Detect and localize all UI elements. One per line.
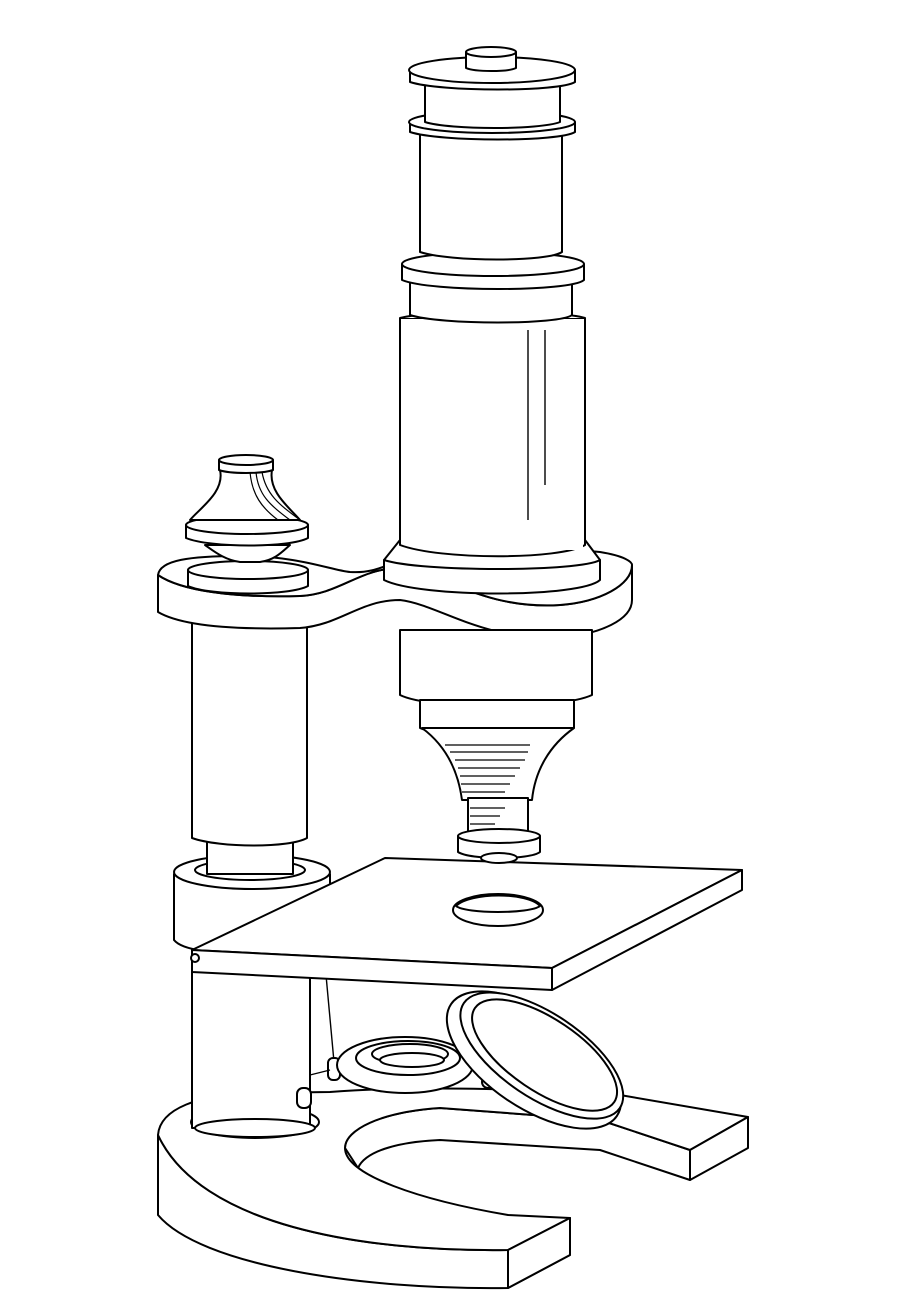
eyepiece-barrel [409, 84, 575, 260]
stage-aperture [453, 894, 543, 926]
focus-collar [402, 252, 584, 323]
objective-lens [458, 798, 540, 863]
objective-nosepiece [400, 630, 592, 800]
eyepiece-cap [409, 47, 575, 90]
body-tube [400, 312, 585, 556]
pillar [192, 605, 307, 874]
coarse-focus-knob [186, 455, 308, 594]
